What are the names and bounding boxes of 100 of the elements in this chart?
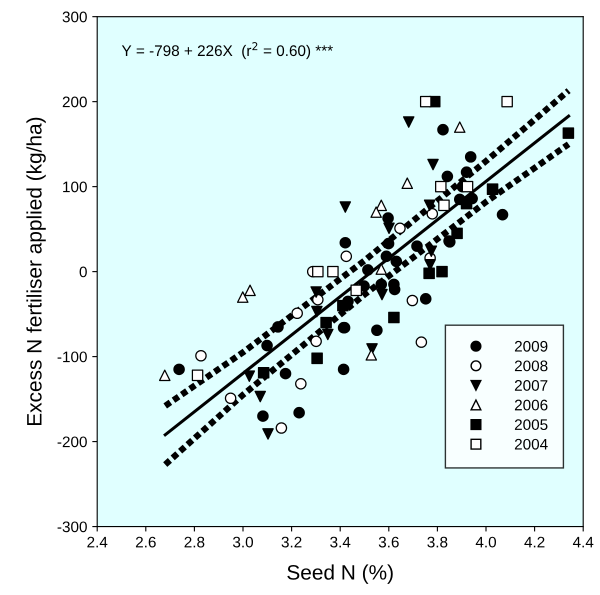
point bbox=[426, 208, 438, 220]
annotation: Y = -798 + 226X (r$^{2}$ = 0.60) *** bbox=[122, 42, 333, 60]
point bbox=[236, 291, 249, 303]
x-tick-label: 2.8 bbox=[184, 536, 204, 548]
x-tick-label: 3.8 bbox=[427, 536, 448, 548]
point bbox=[311, 306, 323, 318]
point bbox=[244, 370, 256, 382]
point bbox=[451, 228, 463, 240]
x-tick-label: 4.0 bbox=[476, 536, 496, 548]
point bbox=[383, 222, 395, 234]
point bbox=[454, 121, 466, 133]
point bbox=[371, 324, 383, 336]
point bbox=[338, 364, 350, 376]
point bbox=[423, 268, 435, 280]
point bbox=[192, 370, 204, 382]
x-tick-label: 3.6 bbox=[378, 536, 399, 548]
x-tick-label: 2.4 bbox=[87, 536, 108, 548]
point bbox=[310, 336, 322, 348]
point bbox=[258, 366, 270, 379]
point bbox=[436, 266, 448, 278]
point bbox=[460, 166, 472, 178]
point bbox=[435, 180, 447, 192]
x-tick-label: 3.0 bbox=[232, 536, 254, 548]
point bbox=[394, 222, 406, 234]
point bbox=[272, 321, 284, 333]
point bbox=[416, 336, 428, 348]
point bbox=[224, 392, 236, 404]
point bbox=[401, 177, 414, 190]
point bbox=[340, 201, 352, 213]
point bbox=[340, 250, 352, 262]
y-axis-title: Excess N fertiliser applied (kg/ha) bbox=[26, 118, 46, 426]
point bbox=[380, 250, 392, 262]
point bbox=[375, 278, 388, 290]
point bbox=[486, 183, 498, 195]
point bbox=[501, 96, 513, 108]
y-tick-label: -200 bbox=[58, 436, 87, 448]
point bbox=[254, 390, 266, 402]
point bbox=[442, 170, 454, 182]
point bbox=[337, 300, 349, 312]
point bbox=[402, 116, 414, 128]
point bbox=[310, 286, 322, 298]
legend-label: 2005 bbox=[514, 419, 548, 430]
point bbox=[426, 245, 438, 257]
point bbox=[262, 428, 274, 440]
point bbox=[382, 238, 394, 250]
x-axis-title: Seed N (%) bbox=[287, 564, 393, 584]
point bbox=[496, 208, 508, 220]
point bbox=[388, 312, 400, 324]
x-tick-label: 4.4 bbox=[572, 536, 594, 548]
y-tick-label: -300 bbox=[58, 521, 87, 532]
point bbox=[295, 378, 307, 390]
point bbox=[261, 340, 273, 352]
point bbox=[322, 328, 334, 340]
point bbox=[376, 288, 388, 300]
point bbox=[437, 124, 449, 136]
point bbox=[257, 410, 269, 422]
point bbox=[562, 127, 574, 139]
legend-label: 2009 bbox=[514, 340, 548, 352]
point bbox=[370, 206, 382, 218]
point bbox=[312, 294, 324, 306]
point bbox=[362, 264, 374, 276]
point bbox=[173, 364, 185, 376]
point bbox=[460, 198, 472, 210]
x-tick-label: 3.4 bbox=[330, 536, 350, 548]
legend-label: 2007 bbox=[514, 380, 548, 391]
point bbox=[420, 293, 432, 305]
x-tick-label: 4.2 bbox=[524, 536, 544, 548]
point bbox=[382, 212, 394, 224]
point bbox=[244, 284, 256, 296]
y-tick-label: 300 bbox=[62, 12, 87, 22]
point bbox=[311, 352, 323, 364]
y-tick-label: 0 bbox=[80, 266, 87, 278]
x-tick-label: 3.2 bbox=[282, 536, 302, 548]
point bbox=[420, 96, 432, 108]
point bbox=[158, 370, 171, 382]
point bbox=[438, 200, 450, 212]
point bbox=[464, 151, 476, 163]
legend-label: 2008 bbox=[514, 360, 548, 372]
point bbox=[276, 422, 288, 434]
point bbox=[327, 266, 339, 278]
point bbox=[427, 158, 439, 170]
point bbox=[293, 406, 305, 418]
point bbox=[340, 236, 352, 248]
point bbox=[462, 180, 474, 192]
point bbox=[350, 284, 362, 296]
point bbox=[312, 266, 324, 278]
y-tick-label: -100 bbox=[58, 351, 87, 362]
x-tick-label: 2.6 bbox=[136, 536, 156, 548]
point bbox=[411, 240, 423, 252]
point bbox=[424, 200, 436, 212]
y-tick-label: 100 bbox=[63, 182, 87, 192]
y-tick-label: 200 bbox=[62, 96, 87, 108]
point bbox=[280, 368, 292, 380]
legend-label: 2006 bbox=[514, 400, 548, 410]
point bbox=[406, 294, 418, 306]
point bbox=[195, 350, 207, 362]
point bbox=[390, 256, 402, 268]
point bbox=[320, 316, 332, 328]
legend-label: 2004 bbox=[514, 438, 548, 450]
point bbox=[291, 307, 303, 320]
